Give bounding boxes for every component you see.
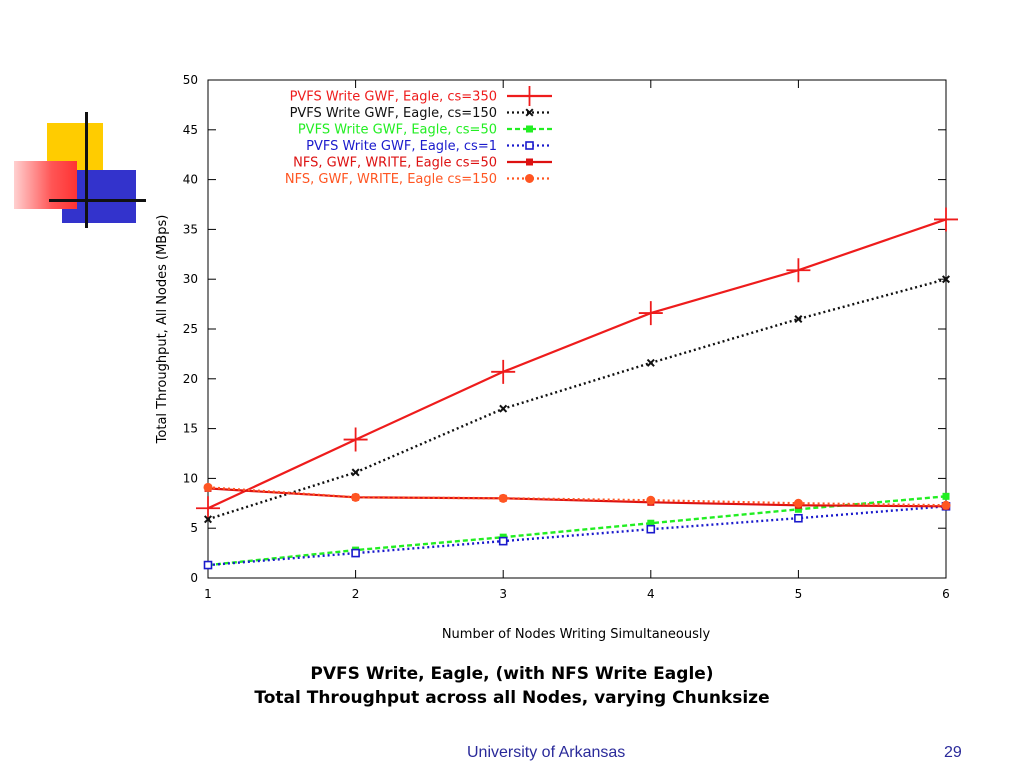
square-marker — [942, 492, 950, 500]
circle-marker — [203, 482, 213, 492]
y-tick-label: 45 — [183, 123, 198, 137]
x-marker — [351, 468, 360, 477]
x-tick-label: 2 — [352, 587, 360, 601]
legend-entry: PVFS Write GWF, Eagle, cs=350 — [290, 86, 552, 106]
legend-label: PVFS Write GWF, Eagle, cs=1 — [306, 139, 497, 154]
series-layer — [196, 207, 958, 570]
legend-entry: NFS, GWF, WRITE, Eagle cs=150 — [285, 172, 552, 187]
series-2 — [203, 275, 951, 524]
x-marker — [525, 108, 534, 117]
series-line — [207, 486, 947, 507]
x-axis-label: Number of Nodes Writing Simultaneously — [442, 627, 711, 642]
square-marker — [794, 505, 802, 513]
plus-marker — [638, 301, 663, 326]
y-axis-label: Total Throughput, All Nodes (MBps) — [155, 215, 170, 445]
x-tick-label: 4 — [647, 587, 655, 601]
circle-marker — [498, 493, 508, 503]
circle-marker — [525, 174, 534, 183]
caption-line-1: PVFS Write, Eagle, (with NFS Write Eagle… — [310, 664, 714, 684]
x-marker — [794, 315, 803, 324]
x-tick-label: 6 — [942, 587, 950, 601]
square-marker — [526, 158, 533, 166]
y-tick-label: 5 — [190, 521, 198, 535]
open-square-marker — [525, 141, 534, 150]
legend-label: PVFS Write GWF, Eagle, cs=150 — [290, 106, 497, 121]
plus-marker — [934, 207, 958, 232]
y-tick-label: 25 — [183, 322, 198, 336]
open-square-marker — [351, 548, 360, 558]
x-marker — [646, 358, 655, 367]
x-marker — [499, 404, 508, 413]
y-tick-label: 50 — [183, 73, 198, 87]
legend-label: NFS, GWF, WRITE, Eagle cs=150 — [285, 172, 497, 187]
circle-marker — [646, 495, 656, 505]
deco-horizontal-line — [49, 199, 146, 202]
square-marker — [647, 519, 655, 527]
slide-decoration — [0, 0, 160, 240]
series-1 — [196, 207, 958, 521]
x-tick-label: 1 — [204, 587, 212, 601]
open-square-marker — [794, 513, 803, 523]
y-tick-label: 0 — [190, 571, 198, 585]
circle-marker — [793, 498, 803, 508]
caption-line-2: Total Throughput across all Nodes, varyi… — [254, 688, 770, 708]
legend-label: PVFS Write GWF, Eagle, cs=350 — [290, 90, 497, 105]
plus-marker — [786, 258, 811, 283]
x-tick-label: 3 — [499, 587, 507, 601]
series-line — [207, 505, 947, 567]
y-tick-label: 20 — [183, 372, 198, 386]
square-marker — [526, 125, 533, 133]
series-line — [207, 487, 947, 508]
footer-page-number: 29 — [944, 744, 962, 761]
y-tick-label: 35 — [183, 222, 198, 236]
series-line — [207, 278, 947, 521]
series-4 — [203, 501, 951, 570]
legend-entry: PVFS Write GWF, Eagle, cs=1 — [306, 139, 552, 154]
legend-entry: PVFS Write GWF, Eagle, cs=150 — [290, 106, 552, 121]
legend-label: PVFS Write GWF, Eagle, cs=50 — [298, 123, 497, 138]
x-tick-label: 5 — [795, 587, 803, 601]
legend-entry: NFS, GWF, WRITE, Eagle cs=50 — [293, 156, 552, 171]
deco-vertical-line — [85, 112, 88, 228]
x-marker — [941, 275, 951, 284]
legend-entry: PVFS Write GWF, Eagle, cs=50 — [298, 123, 552, 138]
open-square-marker — [203, 560, 213, 570]
series-5 — [204, 484, 950, 510]
plus-marker — [343, 427, 368, 452]
plus-marker — [519, 86, 540, 106]
circle-marker — [351, 492, 361, 502]
plus-marker — [196, 496, 220, 521]
legend-label: NFS, GWF, WRITE, Eagle cs=50 — [293, 156, 497, 171]
footer-organization: University of Arkansas — [467, 744, 626, 761]
y-tick-label: 30 — [183, 272, 198, 286]
series-line — [207, 495, 947, 567]
series-6 — [203, 482, 951, 510]
circle-marker — [941, 500, 951, 510]
open-square-marker — [498, 536, 508, 546]
series-line — [207, 218, 947, 510]
open-square-marker — [646, 524, 656, 534]
y-tick-label: 15 — [183, 422, 198, 436]
x-marker — [203, 515, 213, 524]
y-tick-label: 40 — [183, 173, 198, 187]
y-tick-label: 10 — [183, 471, 198, 485]
plus-marker — [491, 359, 516, 384]
